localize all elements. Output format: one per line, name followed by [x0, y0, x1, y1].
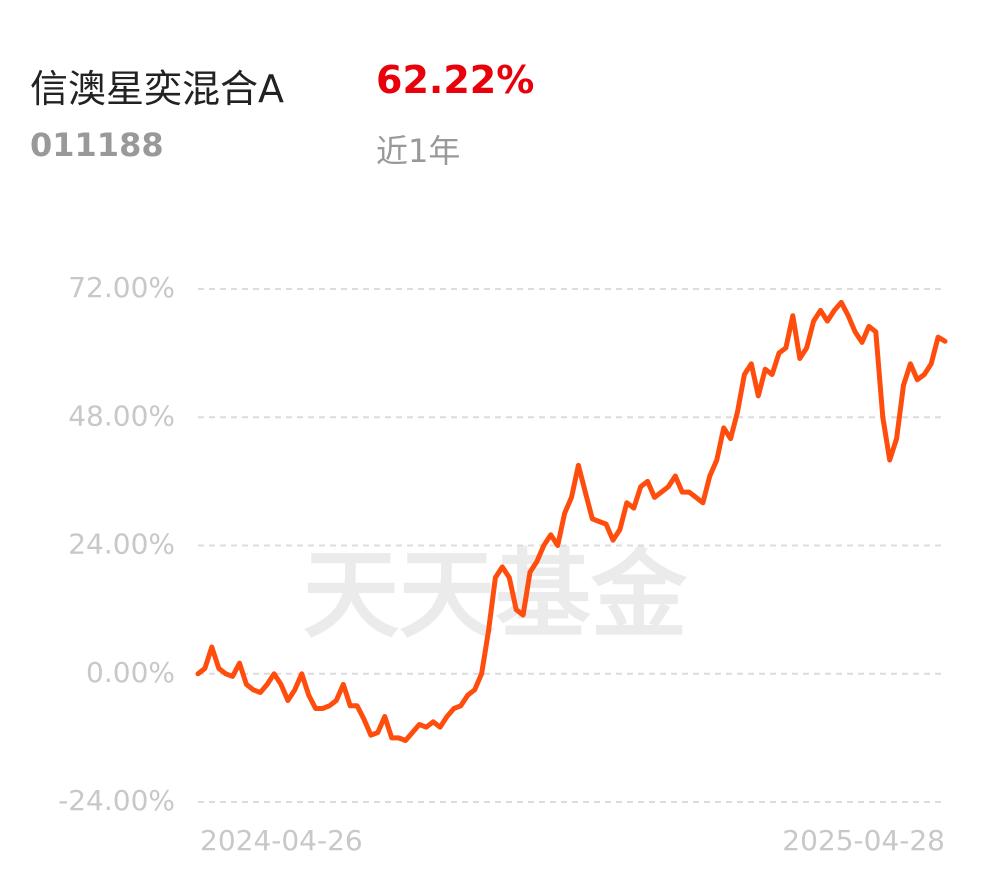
- period: 近1年: [376, 132, 461, 170]
- y-tick-label: 0.00%: [86, 656, 175, 689]
- y-tick-label: -24.00%: [58, 784, 175, 817]
- y-tick-label: 24.00%: [68, 528, 175, 561]
- x-tick-label: 2024-04-26: [200, 824, 363, 857]
- return-value: 62.22%: [376, 58, 535, 102]
- y-tick-label: 72.00%: [68, 271, 175, 304]
- y-tick-label: 48.00%: [68, 399, 175, 432]
- x-tick-label: 2025-04-28: [782, 824, 945, 857]
- line: [195, 299, 948, 743]
- fund-name: 信澳星奕混合A: [30, 67, 284, 111]
- fund-code: 011188: [30, 126, 164, 164]
